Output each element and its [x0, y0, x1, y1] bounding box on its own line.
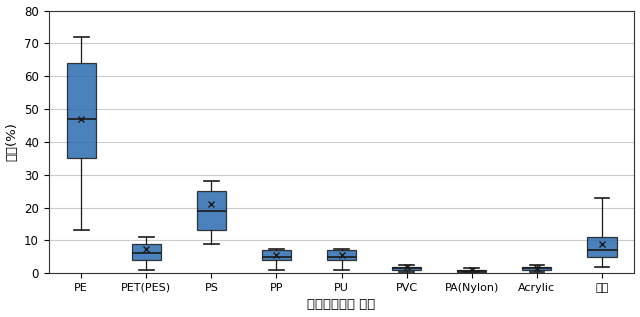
Y-axis label: 비율(%): 비율(%): [6, 122, 19, 161]
PathPatch shape: [196, 191, 226, 230]
PathPatch shape: [522, 267, 552, 270]
PathPatch shape: [67, 63, 96, 158]
PathPatch shape: [457, 270, 486, 272]
X-axis label: 미세플라스틱 종류: 미세플라스틱 종류: [307, 298, 376, 311]
PathPatch shape: [262, 250, 291, 260]
PathPatch shape: [132, 244, 161, 260]
PathPatch shape: [588, 237, 616, 257]
PathPatch shape: [392, 267, 421, 270]
PathPatch shape: [327, 250, 356, 260]
